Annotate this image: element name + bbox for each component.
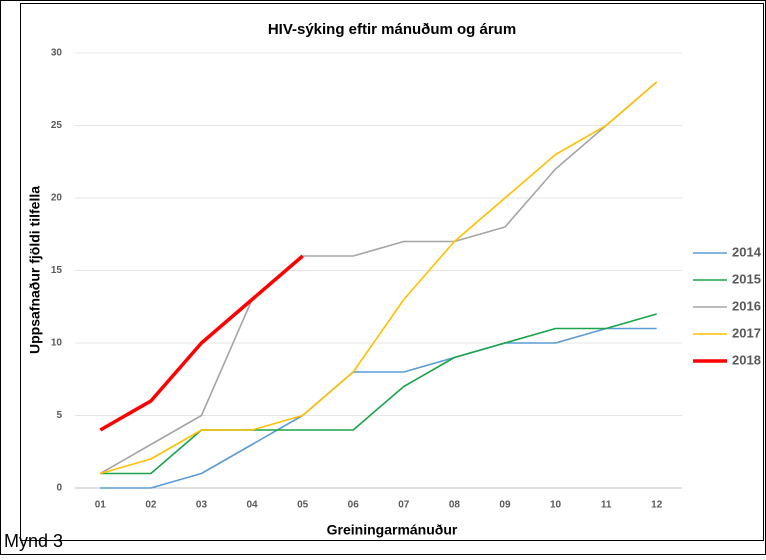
line-series — [100, 313, 657, 475]
line-series — [99, 81, 658, 475]
x-tick-label: 02 — [145, 500, 157, 511]
x-tick-label: 06 — [348, 500, 360, 511]
x-tick-label: 07 — [398, 500, 410, 511]
caption: Mynd 3 — [4, 531, 63, 551]
y-tick-label: 5 — [56, 410, 62, 421]
legend-label: 2018 — [732, 352, 761, 367]
legend-label: 2017 — [732, 325, 761, 340]
x-tick-label: 11 — [601, 500, 612, 511]
y-tick-label: 25 — [51, 120, 63, 131]
line-series — [100, 81, 658, 475]
chart-border — [20, 3, 764, 541]
line-series — [100, 327, 657, 489]
y-axis-label: Uppsafnaður fjöldi tilfella — [27, 186, 43, 354]
x-tick-label: 03 — [196, 500, 208, 511]
x-tick-label: 09 — [499, 500, 511, 511]
y-tick-label: 30 — [51, 48, 63, 59]
x-tick-label: 12 — [651, 500, 663, 511]
x-tick-label: 05 — [297, 500, 309, 511]
line-series — [99, 254, 304, 432]
x-axis-label: Greiningarmánuður — [327, 522, 458, 538]
y-tick-label: 0 — [56, 483, 62, 494]
x-tick-label: 08 — [449, 500, 461, 511]
legend-label: 2014 — [732, 244, 762, 259]
y-tick-label: 15 — [51, 265, 63, 276]
y-tick-label: 20 — [51, 193, 63, 204]
legend-label: 2015 — [732, 271, 761, 286]
x-tick-label: 01 — [95, 500, 107, 511]
x-tick-label: 10 — [550, 500, 562, 511]
x-tick-label: 04 — [246, 500, 258, 511]
chart-title: HIV-sýking eftir mánuðum og árum — [268, 21, 516, 38]
legend-label: 2016 — [732, 298, 761, 313]
y-tick-label: 10 — [51, 338, 63, 349]
